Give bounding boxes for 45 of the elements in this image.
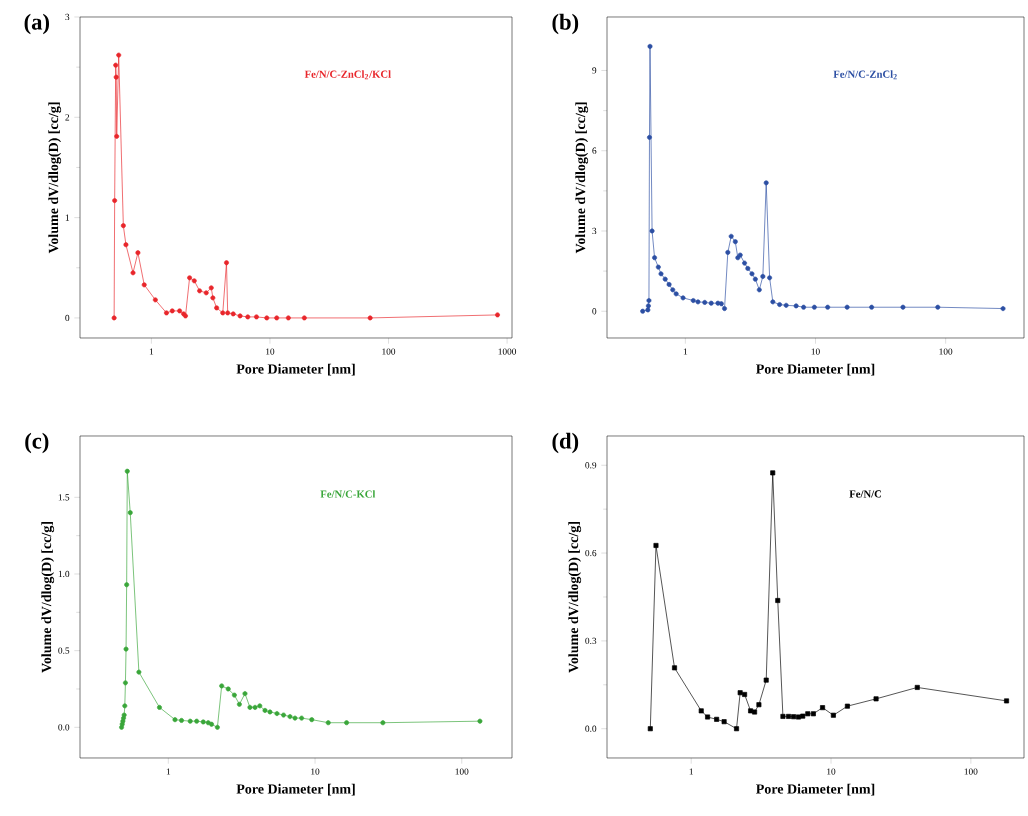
x-tick-label: 100 — [964, 768, 978, 775]
text: Fe/N/C-ZnCl$_{2}$ — [833, 70, 897, 80]
y-tick-label: 0 — [592, 308, 597, 315]
x-tick-label: 1 — [149, 348, 154, 355]
x-axis-title: Pore Diameter [nm] — [236, 363, 355, 376]
y-axis-title: Volume dV/dlog(D) [cc/g] — [41, 522, 55, 673]
y-tick-label: 1 — [65, 214, 70, 221]
y-tick-label: 0.0 — [58, 724, 70, 731]
chart-title: (a) — [24, 13, 50, 35]
x-tick-label: 100 — [382, 348, 396, 355]
chart-title: (c) — [25, 432, 49, 454]
y-tick-label: 1.5 — [58, 494, 70, 501]
y-tick-label: 0.9 — [585, 462, 597, 469]
y-tick-label: 0.3 — [585, 637, 597, 645]
x-tick-label: 10 — [311, 768, 320, 775]
x-tick-label: 1 — [166, 768, 171, 775]
x-axis-title: Pore Diameter [nm] — [756, 363, 875, 376]
text: Fe/N/C — [849, 490, 882, 498]
y-axis-title: Volume dV/dlog(D) [cc/g] — [575, 102, 589, 254]
x-axis-title: Pore Diameter [nm] — [756, 783, 875, 796]
x-tick-label: 10 — [811, 348, 820, 355]
y-axis-title: Volume dV/dlog(D) [cc/g] — [48, 102, 62, 254]
text: Fe/N/C-ZnCl$_{2}$/KCl — [304, 70, 391, 80]
x-tick-label: 1 — [689, 768, 693, 775]
x-tick-label: 1000 — [498, 348, 517, 355]
text: Fe/N/C-KCl — [320, 490, 376, 498]
y-axis-title: Volume dV/dlog(D) [cc/g] — [568, 522, 582, 673]
y-tick-label: 3 — [65, 13, 70, 21]
y-tick-label: 0 — [65, 314, 70, 322]
x-tick-label: 100 — [455, 768, 469, 775]
y-tick-label: 1.0 — [58, 570, 70, 578]
y-tick-label: 3 — [592, 227, 597, 235]
x-tick-label: 100 — [939, 348, 953, 355]
x-tick-label: 10 — [827, 768, 836, 775]
y-tick-label: 0.6 — [585, 549, 597, 557]
y-tick-label: 2 — [65, 114, 70, 121]
chart-title: (b) — [552, 13, 579, 35]
x-axis-title: Pore Diameter [nm] — [236, 783, 355, 796]
y-tick-label: 0.5 — [58, 647, 70, 654]
y-tick-label: 9 — [592, 67, 597, 74]
y-tick-label: 0.0 — [585, 725, 597, 732]
y-tick-label: 6 — [592, 147, 597, 154]
x-tick-label: 1 — [683, 348, 688, 355]
chart-title: (d) — [552, 432, 579, 454]
x-tick-label: 10 — [266, 348, 275, 355]
